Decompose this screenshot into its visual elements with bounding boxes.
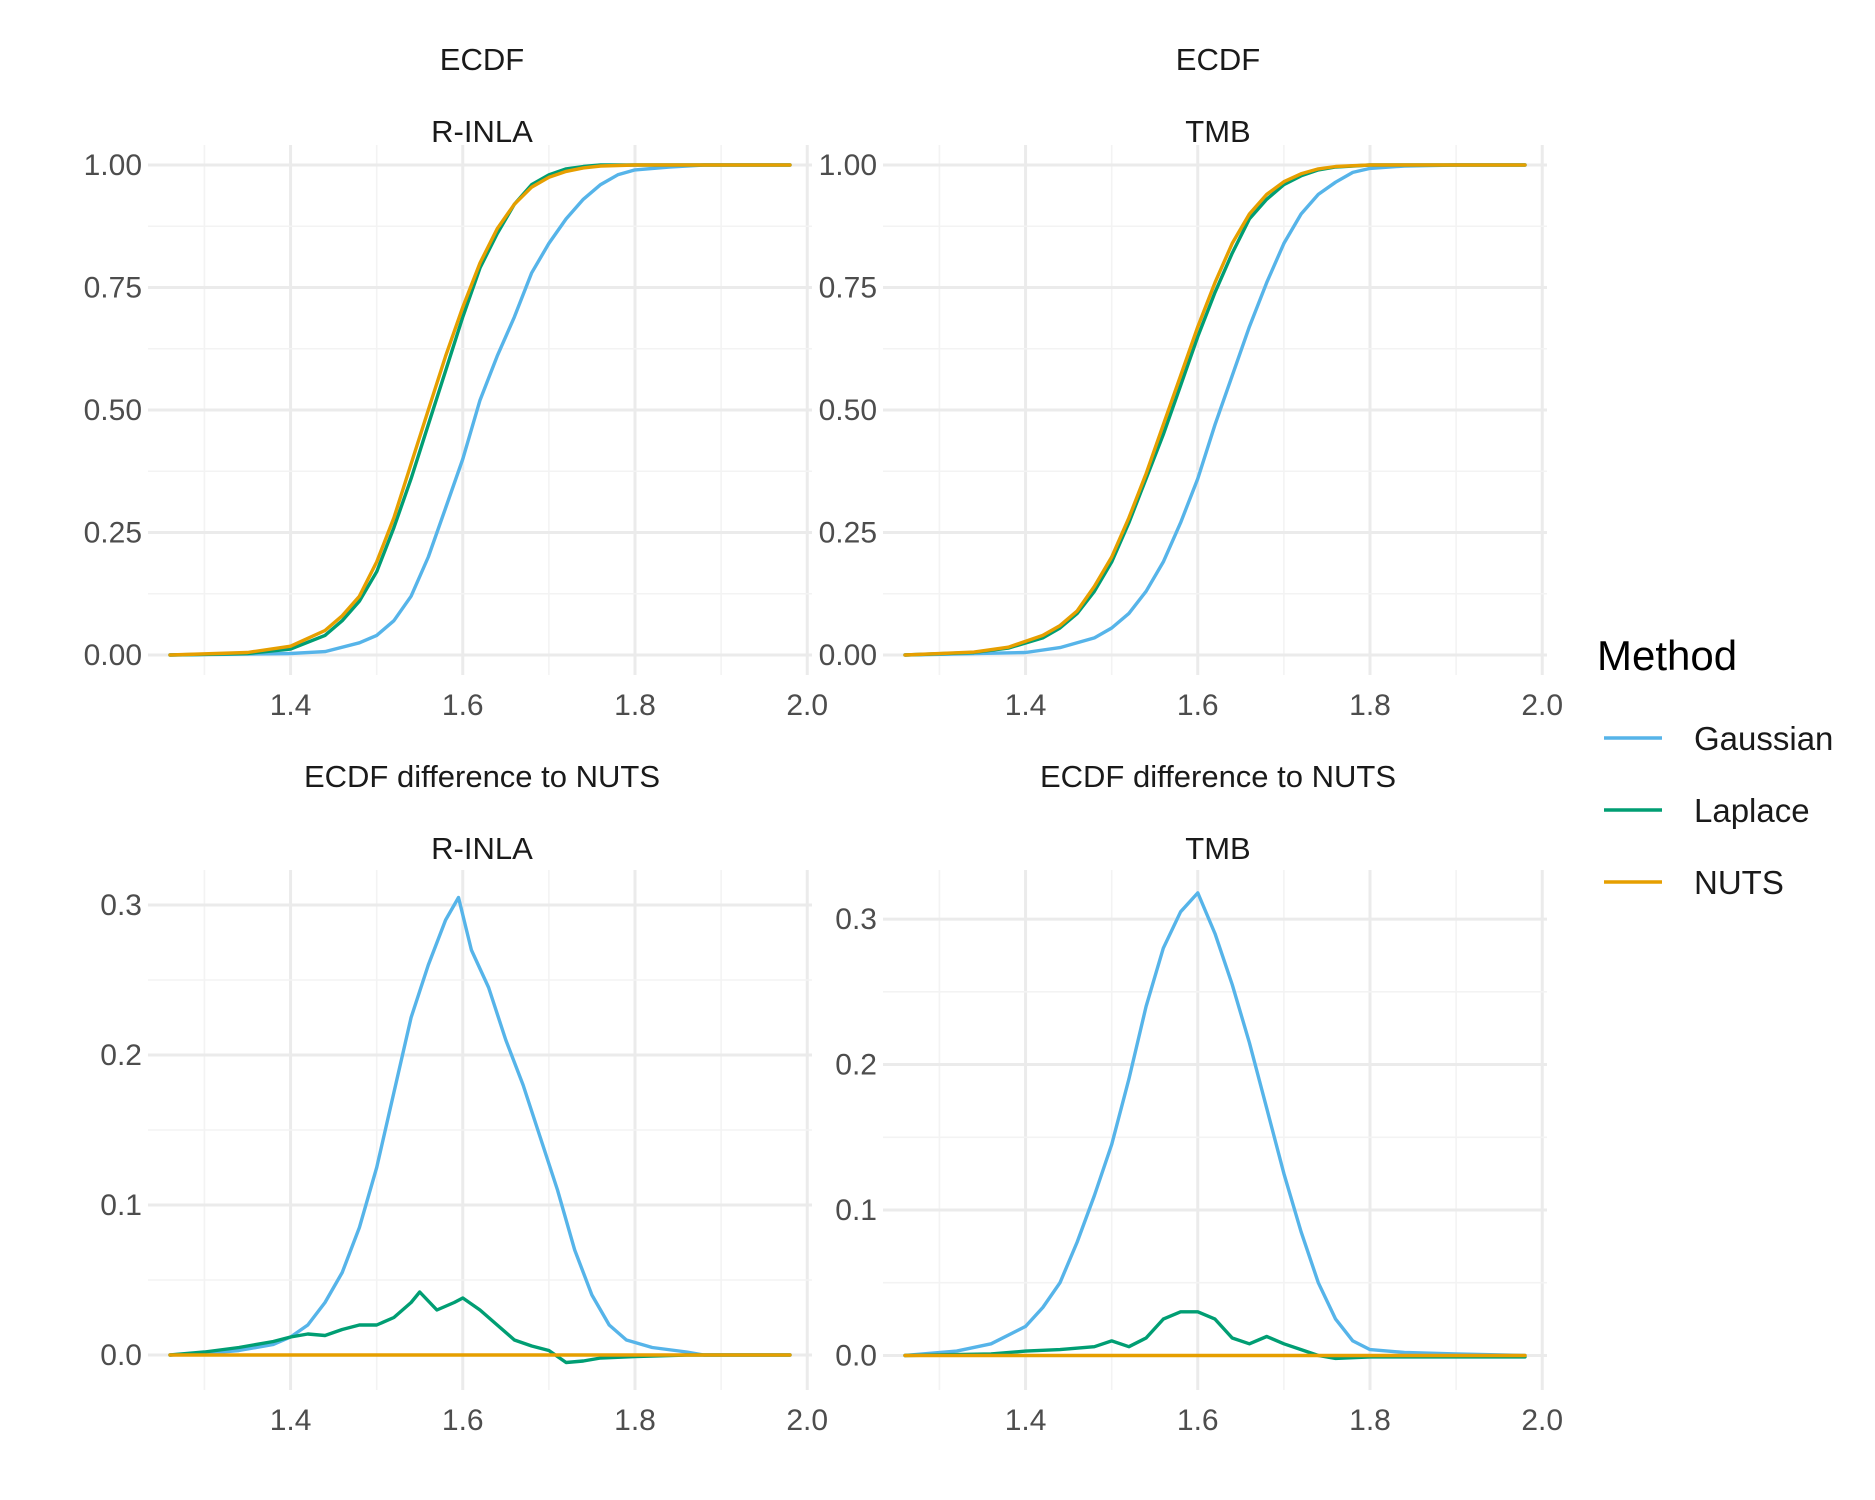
series-lines: [168, 895, 792, 1365]
panel-subtitle: R-INLA: [431, 831, 533, 866]
y-tick-label: 0.50: [819, 394, 877, 427]
y-tick-label: 0.1: [835, 1194, 877, 1227]
legend-label-nuts: NUTS: [1694, 864, 1784, 901]
x-tick-label: 1.6: [442, 1404, 484, 1437]
y-tick-labels: 0.0 0.1 0.2 0.3: [835, 903, 877, 1372]
y-tick-label: 0.2: [100, 1039, 142, 1072]
y-tick-label: 0.75: [84, 272, 142, 305]
y-tick-labels: 0.00 0.25 0.50 0.75 1.00: [84, 149, 142, 672]
panel-ecdf-difference-tmb: ECDF difference to NUTS TMB 0.0 0.1 0.2 0.3…: [835, 759, 1563, 1437]
legend-label-laplace: Laplace: [1694, 792, 1810, 829]
legend-item-gaussian: Gaussian: [1604, 720, 1833, 757]
x-tick-labels: 1.4 1.6 1.8 2.0: [270, 1404, 828, 1437]
x-tick-label: 1.8: [1349, 689, 1391, 722]
grid: [883, 870, 1547, 1390]
series-line-laplace: [168, 163, 792, 657]
legend: Method Gaussian Laplace NUTS: [1597, 632, 1833, 901]
y-tick-label: 0.00: [84, 639, 142, 672]
x-tick-label: 2.0: [1521, 689, 1563, 722]
series-line-laplace: [168, 1290, 792, 1365]
y-tick-label: 0.00: [819, 639, 877, 672]
legend-title: Method: [1597, 632, 1737, 679]
series-line-nuts: [168, 163, 792, 657]
y-tick-label: 0.1: [100, 1189, 142, 1222]
y-tick-label: 0.50: [84, 394, 142, 427]
x-tick-labels: 1.4 1.6 1.8 2.0: [270, 689, 828, 722]
y-tick-label: 0.25: [819, 517, 877, 550]
panel-title: ECDF difference to NUTS: [304, 759, 660, 794]
panel-ecdf-tmb: ECDF TMB 0.00 0.25 0.50 0.75 1.00 1.4 1.6 1.8 2…: [819, 42, 1563, 722]
x-tick-label: 2.0: [786, 1404, 828, 1437]
x-tick-labels: 1.4 1.6 1.8 2.0: [1005, 1404, 1563, 1437]
panel-subtitle: TMB: [1185, 831, 1250, 866]
series-lines: [168, 163, 792, 657]
legend-item-laplace: Laplace: [1604, 792, 1810, 829]
panel-title: ECDF difference to NUTS: [1040, 759, 1396, 794]
x-tick-label: 1.8: [614, 689, 656, 722]
x-tick-label: 1.8: [614, 1404, 656, 1437]
y-tick-label: 0.0: [835, 1339, 877, 1372]
series-line-gaussian: [168, 163, 792, 657]
y-tick-label: 0.2: [835, 1049, 877, 1082]
x-tick-label: 1.4: [270, 1404, 312, 1437]
panel-title: ECDF: [1176, 42, 1260, 77]
y-tick-label: 1.00: [819, 149, 877, 182]
x-tick-label: 2.0: [1521, 1404, 1563, 1437]
x-tick-label: 1.6: [1177, 1404, 1219, 1437]
panel-ecdf-difference-r-inla: ECDF difference to NUTS R-INLA 0.0 0.1 0.2…: [100, 759, 828, 1437]
series-line-nuts: [903, 163, 1527, 657]
y-tick-label: 0.75: [819, 272, 877, 305]
x-tick-label: 1.8: [1349, 1404, 1391, 1437]
grid: [883, 145, 1547, 675]
y-tick-label: 0.25: [84, 517, 142, 550]
panel-subtitle: TMB: [1185, 114, 1250, 149]
legend-label-gaussian: Gaussian: [1694, 720, 1833, 757]
legend-item-nuts: NUTS: [1604, 864, 1784, 901]
y-tick-label: 0.3: [100, 889, 142, 922]
y-tick-label: 1.00: [84, 149, 142, 182]
series-lines: [903, 163, 1527, 657]
x-tick-label: 1.4: [270, 689, 312, 722]
x-tick-label: 1.6: [442, 689, 484, 722]
series-line-laplace: [903, 1310, 1527, 1361]
series-line-gaussian: [903, 163, 1527, 657]
y-tick-labels: 0.00 0.25 0.50 0.75 1.00: [819, 149, 877, 672]
panel-ecdf-r-inla: ECDF R-INLA 0.000.250.500.751.00 1.4 1.6 1…: [84, 42, 828, 722]
x-tick-label: 1.6: [1177, 689, 1219, 722]
x-tick-labels: 1.4 1.6 1.8 2.0: [1005, 689, 1563, 722]
x-tick-label: 1.4: [1005, 689, 1047, 722]
panel-subtitle: R-INLA: [431, 114, 533, 149]
y-tick-labels: 0.0 0.1 0.2 0.3: [100, 889, 142, 1372]
x-tick-label: 2.0: [786, 689, 828, 722]
series-line-gaussian: [168, 895, 792, 1357]
y-tick-label: 0.0: [100, 1339, 142, 1372]
x-tick-label: 1.4: [1005, 1404, 1047, 1437]
y-tick-label: 0.3: [835, 903, 877, 936]
panel-title: ECDF: [440, 42, 524, 77]
series-lines: [903, 891, 1527, 1361]
grid: [148, 870, 812, 1390]
grid: [148, 145, 812, 675]
series-line-gaussian: [903, 891, 1527, 1358]
